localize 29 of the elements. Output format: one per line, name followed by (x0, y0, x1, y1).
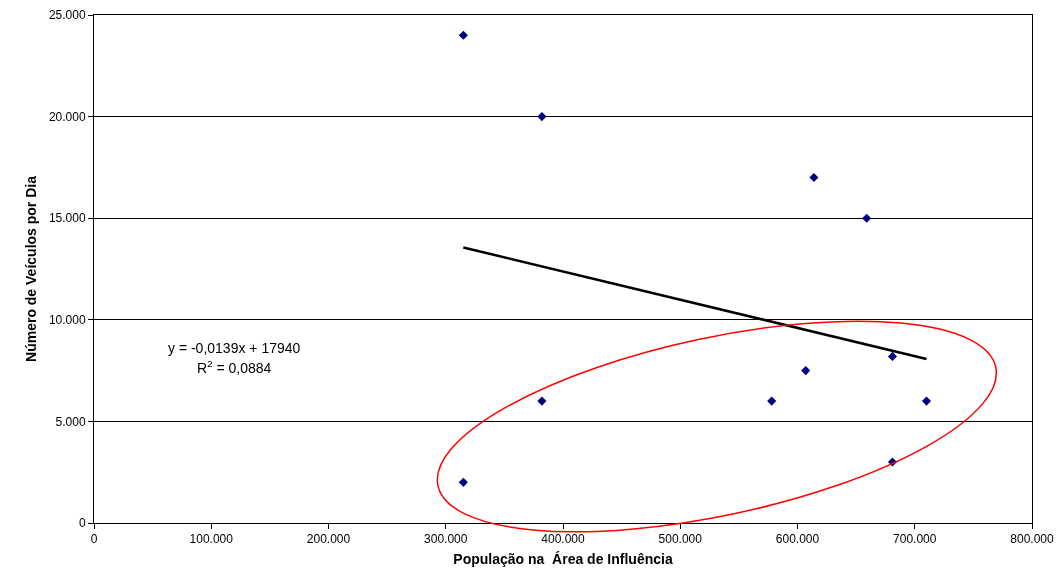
annotation: R$^{2}$ = 0,0884 (197, 358, 272, 376)
annotation: y = -0,0139x + 17940 (168, 340, 301, 356)
point (537, 396, 547, 406)
x-tick-label: 800.000 (1010, 532, 1055, 547)
point (809, 173, 819, 183)
point (887, 351, 898, 361)
x-tick-label: 0 (90, 532, 98, 547)
point (801, 366, 811, 376)
y-tick-label: 0 (78, 516, 86, 531)
y-tick-label: 20.000 (48, 109, 86, 124)
x-tick-label: 700.000 (893, 532, 937, 547)
point (767, 396, 777, 406)
x-tick-label: 100.000 (189, 532, 234, 547)
y-axis-title: Número de Veículos por Dia (23, 175, 40, 362)
y-tick-label: 15.000 (48, 211, 86, 226)
x-tick-label: 600.000 (775, 532, 820, 547)
point (537, 112, 547, 122)
y-tick-label: 25.000 (48, 8, 86, 23)
point (458, 477, 468, 487)
x-tick-label: 200.000 (306, 532, 351, 547)
x-tick-label: 400.000 (541, 532, 586, 547)
x-tick-label: 300.000 (424, 532, 468, 547)
point (921, 396, 932, 406)
x-axis-title: População na Área de Influência (453, 550, 673, 567)
y-tick-label: 5.000 (55, 414, 86, 429)
point (458, 30, 468, 40)
x-tick-label: 500.000 (658, 532, 703, 547)
y-tick-label: 10.000 (48, 313, 86, 327)
point (862, 213, 872, 223)
